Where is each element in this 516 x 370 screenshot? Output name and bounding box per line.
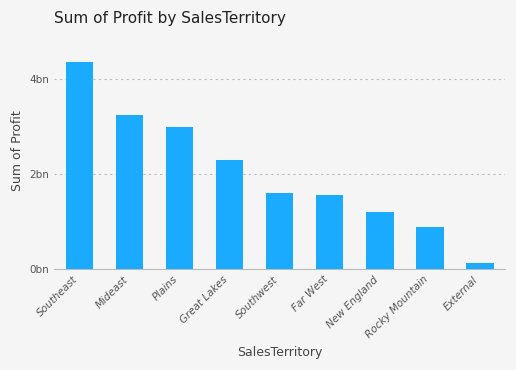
Bar xyxy=(366,212,394,269)
Bar xyxy=(166,127,194,269)
Text: Sum of Profit by SalesTerritory: Sum of Profit by SalesTerritory xyxy=(54,11,286,26)
Bar xyxy=(66,63,93,269)
Bar xyxy=(466,263,494,269)
Bar xyxy=(216,160,244,269)
X-axis label: SalesTerritory: SalesTerritory xyxy=(237,346,322,359)
Bar xyxy=(116,115,143,269)
Bar xyxy=(416,226,444,269)
Bar xyxy=(266,193,294,269)
Y-axis label: Sum of Profit: Sum of Profit xyxy=(11,110,24,191)
Bar xyxy=(316,195,344,269)
